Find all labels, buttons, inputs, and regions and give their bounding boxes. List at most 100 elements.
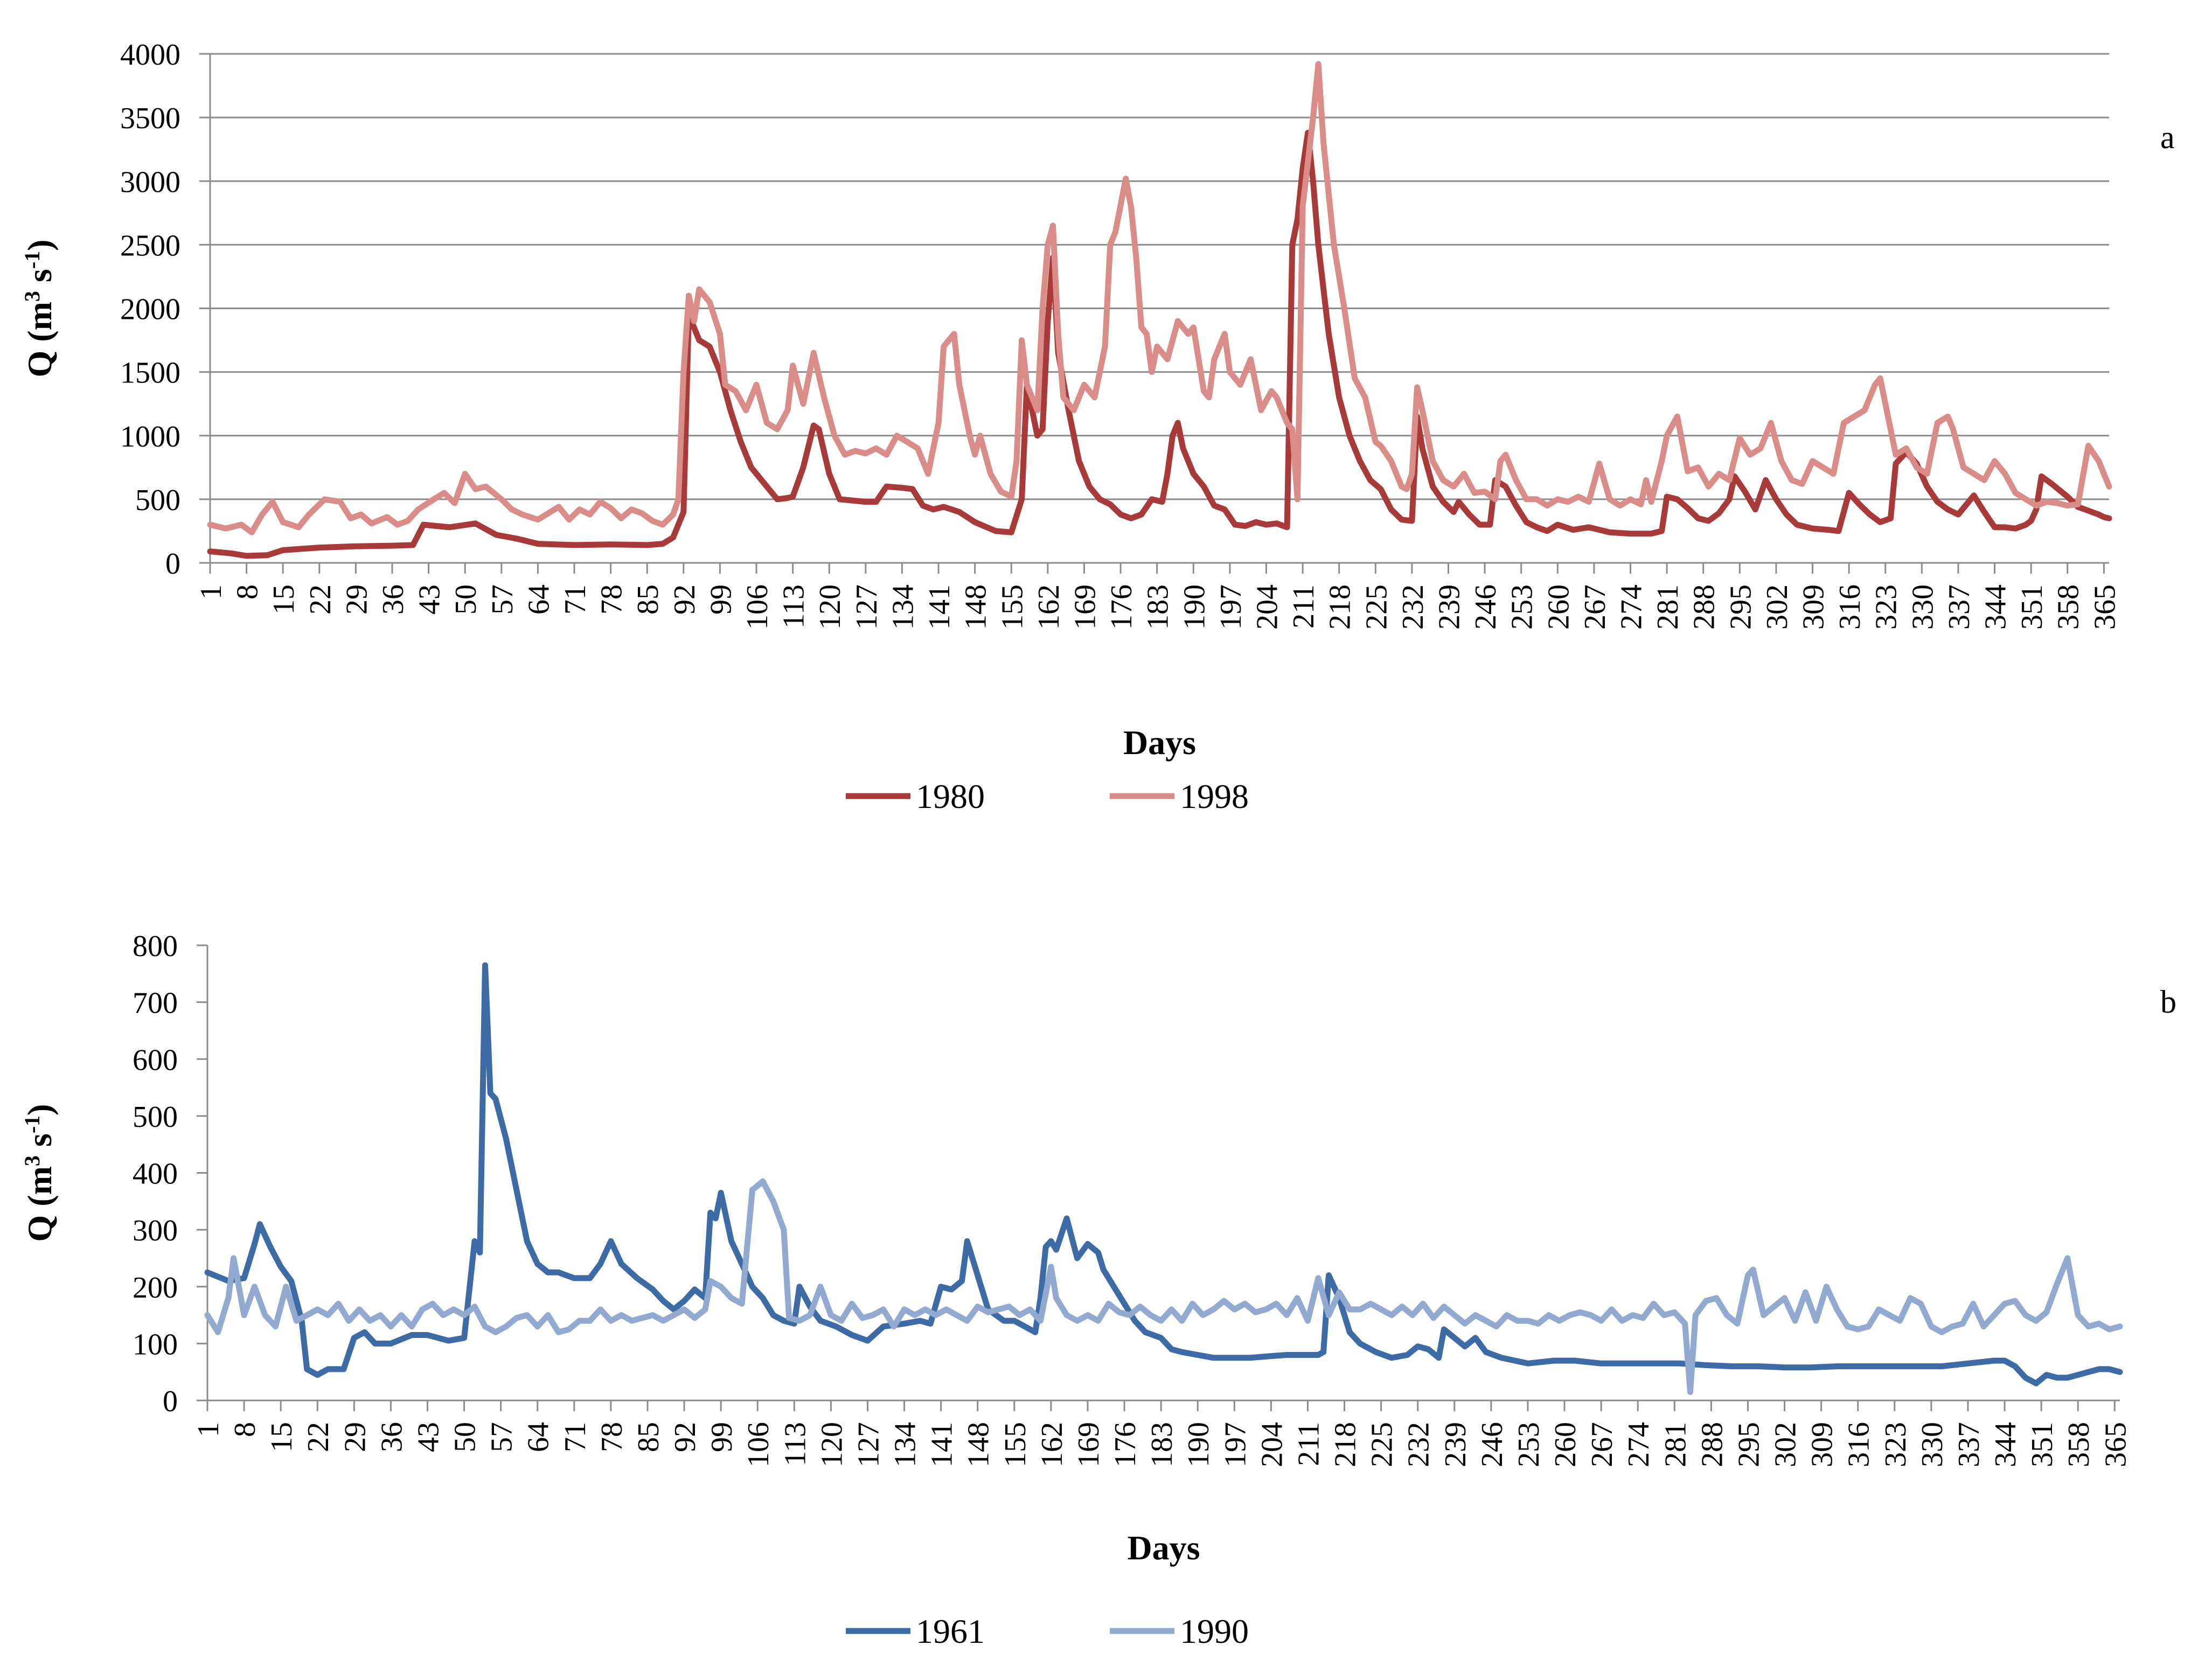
x-tick-label: 22 [304,584,337,615]
y-tick-label: 200 [133,1271,178,1305]
x-tick-label: 162 [1032,584,1066,630]
x-tick-label: 15 [265,1422,298,1452]
x-tick-label: 50 [449,1422,482,1452]
x-tick-label: 64 [522,1422,555,1452]
x-tick-label: 295 [1732,1422,1765,1467]
series-line-1990 [204,1178,2123,1395]
x-tick-label: 50 [449,584,483,615]
x-tick-label: 358 [2052,584,2085,630]
x-tick-label: 71 [559,1422,592,1452]
x-tick-label: 344 [1979,584,2013,630]
x-tick-label: 8 [231,584,265,599]
x-tick-label: 127 [852,1422,885,1467]
x-tick-label: 99 [705,1422,739,1452]
x-tick-label: 365 [2099,1422,2132,1467]
x-tick-label: 183 [1145,1422,1179,1467]
x-tick-label: 246 [1469,584,1503,630]
x-tick-label: 22 [302,1422,335,1452]
x-tick-label: 218 [1324,584,1357,630]
x-tick-label: 344 [1989,1422,2022,1467]
panel-label: a [2160,120,2175,155]
y-tick-label: 800 [133,930,178,963]
y-axis-title-part: s [20,1133,59,1155]
x-tick-label: 57 [485,1422,519,1452]
x-tick-label: 113 [777,584,811,629]
x-tick-label: 43 [412,1422,445,1452]
x-tick-label: 274 [1615,584,1648,630]
x-tick-label: 190 [1182,1422,1215,1467]
x-tick-label: 169 [1068,584,1102,630]
x-tick-label: 316 [1842,1422,1876,1467]
x-tick-label: 260 [1549,1422,1582,1467]
x-tick-label: 85 [632,1422,665,1452]
y-axis-title-part: s [20,269,59,291]
x-tick-label: 106 [742,1422,775,1467]
x-tick-label: 239 [1439,1422,1472,1467]
y-tick-label: 2500 [120,229,180,262]
x-tick-label: 8 [228,1422,262,1437]
x-tick-label: 120 [815,1422,848,1467]
y-tick-label: 1500 [120,357,180,390]
legend-label-1961: 1961 [916,1612,985,1650]
x-tick-label: 92 [668,584,701,615]
x-tick-label: 36 [377,584,410,615]
x-tick-label: 288 [1688,584,1721,630]
y-tick-label: 4000 [120,38,180,72]
x-tick-label: 302 [1769,1422,1803,1467]
x-tick-label: 148 [962,1422,996,1467]
x-tick-label: 71 [559,584,592,615]
x-tick-label: 225 [1360,584,1393,630]
x-tick-label: 281 [1659,1422,1692,1467]
x-tick-label: 302 [1761,584,1794,630]
y-axis-title-part: Q (m [20,1166,59,1242]
x-tick-label: 134 [889,1422,922,1467]
legend: 1980 1998 [846,777,1249,815]
y-axis-title: Q (m3 s-1) [20,1104,59,1242]
x-tick-label: 309 [1806,1422,1839,1467]
x-tick-label: 211 [1292,1422,1325,1466]
x-tick-label: 211 [1287,584,1320,629]
x-tick-label: 106 [741,584,774,630]
x-tick-label: 337 [1943,584,1976,630]
y-tick-label: 3000 [120,165,180,199]
x-tick-label: 85 [631,584,665,615]
x-tick-label: 260 [1542,584,1575,630]
x-tick-label: 267 [1578,584,1612,630]
y-axis-title-part: ) [20,1104,59,1116]
x-tick-label: 309 [1797,584,1831,630]
x-tick-label: 78 [595,1422,629,1452]
x-tick-label: 323 [1870,584,1903,630]
x-tick-label: 43 [413,584,447,615]
x-tick-label: 204 [1250,584,1284,630]
x-tick-label: 120 [813,584,847,630]
x-tick-label: 78 [595,584,629,615]
x-tick-label: 141 [926,1422,959,1467]
x-tick-label: 176 [1109,1422,1142,1467]
y-tick-label: 600 [133,1043,178,1077]
x-tick-label: 267 [1585,1422,1619,1467]
x-tick-label: 232 [1402,1422,1436,1467]
y-axis-title-part: Q (m [20,302,59,377]
x-tick-label: 15 [267,584,301,615]
y-axis-title-superscript: 3 [20,1155,44,1166]
y-tick-label: 100 [133,1328,178,1361]
x-tick-label: 29 [338,1422,372,1452]
x-tick-label: 176 [1105,584,1138,630]
x-tick-label: 351 [2015,584,2049,630]
legend-label-1980: 1980 [916,777,985,815]
y-tick-label: 0 [163,1385,178,1418]
x-tick-label: 92 [669,1422,702,1452]
x-tick-label: 225 [1366,1422,1399,1467]
x-tick-label: 337 [1952,1422,1986,1467]
y-axis-title-superscript: -1 [20,251,44,269]
x-tick-label: 1 [192,1422,225,1437]
x-tick-label: 218 [1329,1422,1362,1467]
x-tick-label: 351 [2026,1422,2059,1467]
x-tick-label: 232 [1396,584,1430,630]
x-tick-label: 148 [959,584,993,630]
x-tick-label: 64 [522,584,555,615]
y-tick-label: 700 [133,987,178,1020]
x-tick-label: 57 [486,584,519,615]
y-tick-label: 2000 [120,293,180,326]
